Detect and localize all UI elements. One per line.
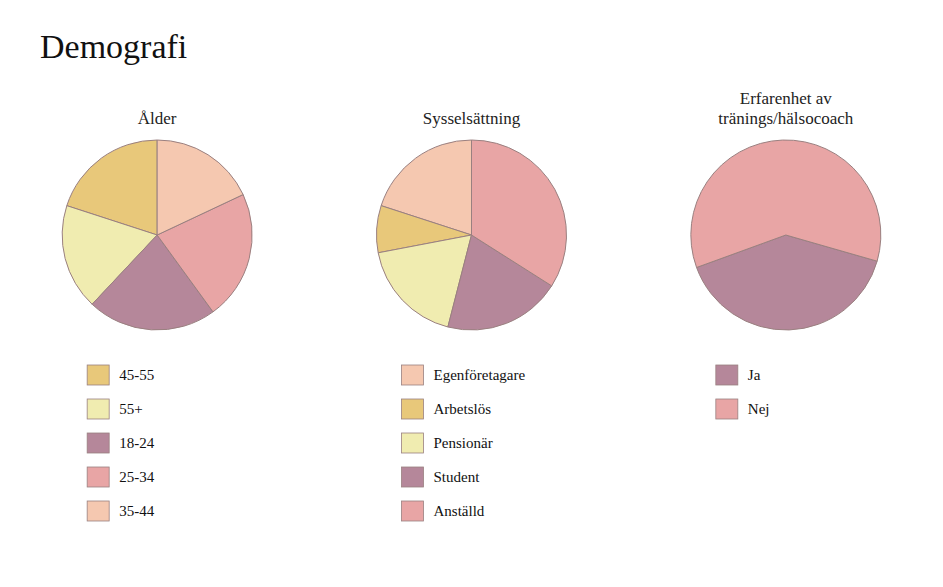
- legend-swatch: [716, 399, 738, 419]
- legend-swatch: [87, 365, 109, 385]
- legend-swatch: [402, 433, 424, 453]
- pie-title: Sysselsättning: [423, 109, 521, 128]
- legend-label: Anställd: [434, 503, 485, 519]
- pie-chart: Sysselsättning: [377, 109, 567, 330]
- chart-title: Demografi: [40, 28, 187, 65]
- legend-swatch: [402, 365, 424, 385]
- pie-slice: [691, 140, 881, 267]
- legend-label: Egenföretagare: [434, 367, 526, 383]
- legend-swatch: [87, 399, 109, 419]
- legend-label: Ja: [748, 367, 761, 383]
- pie-title: Erfarenhet avtränings/hälsocoach: [718, 89, 854, 128]
- pie-chart: Ålder: [62, 109, 252, 330]
- legend-label: Student: [434, 469, 481, 485]
- pie-title: Ålder: [138, 109, 177, 128]
- legend-swatch: [402, 467, 424, 487]
- background: [0, 0, 943, 587]
- pie-chart: Erfarenhet avtränings/hälsocoach: [691, 89, 881, 330]
- legend-swatch: [87, 501, 109, 521]
- legend-label: Pensionär: [434, 435, 493, 451]
- legend-swatch: [402, 399, 424, 419]
- legend: Egenföretagare Arbetslös Pensionär Student A…: [402, 365, 526, 521]
- legend-label: 55+: [119, 401, 142, 417]
- pie-slice: [472, 140, 567, 286]
- legend: Ja Nej: [716, 365, 770, 419]
- legend-label: Nej: [748, 401, 770, 417]
- legend-swatch: [402, 501, 424, 521]
- legend-swatch: [716, 365, 738, 385]
- chart: Demografi Ålder 45-55 55+ 18-24 25-34 35-44 Sys…: [0, 0, 943, 587]
- legend-swatch: [87, 433, 109, 453]
- legend-label: 18-24: [119, 435, 154, 451]
- legend-label: 45-55: [119, 367, 154, 383]
- legend-label: Arbetslös: [434, 401, 492, 417]
- legend: 45-55 55+ 18-24 25-34 35-44: [87, 365, 154, 521]
- legend-swatch: [87, 467, 109, 487]
- pie-slice: [157, 140, 243, 235]
- legend-label: 35-44: [119, 503, 154, 519]
- legend-label: 25-34: [119, 469, 154, 485]
